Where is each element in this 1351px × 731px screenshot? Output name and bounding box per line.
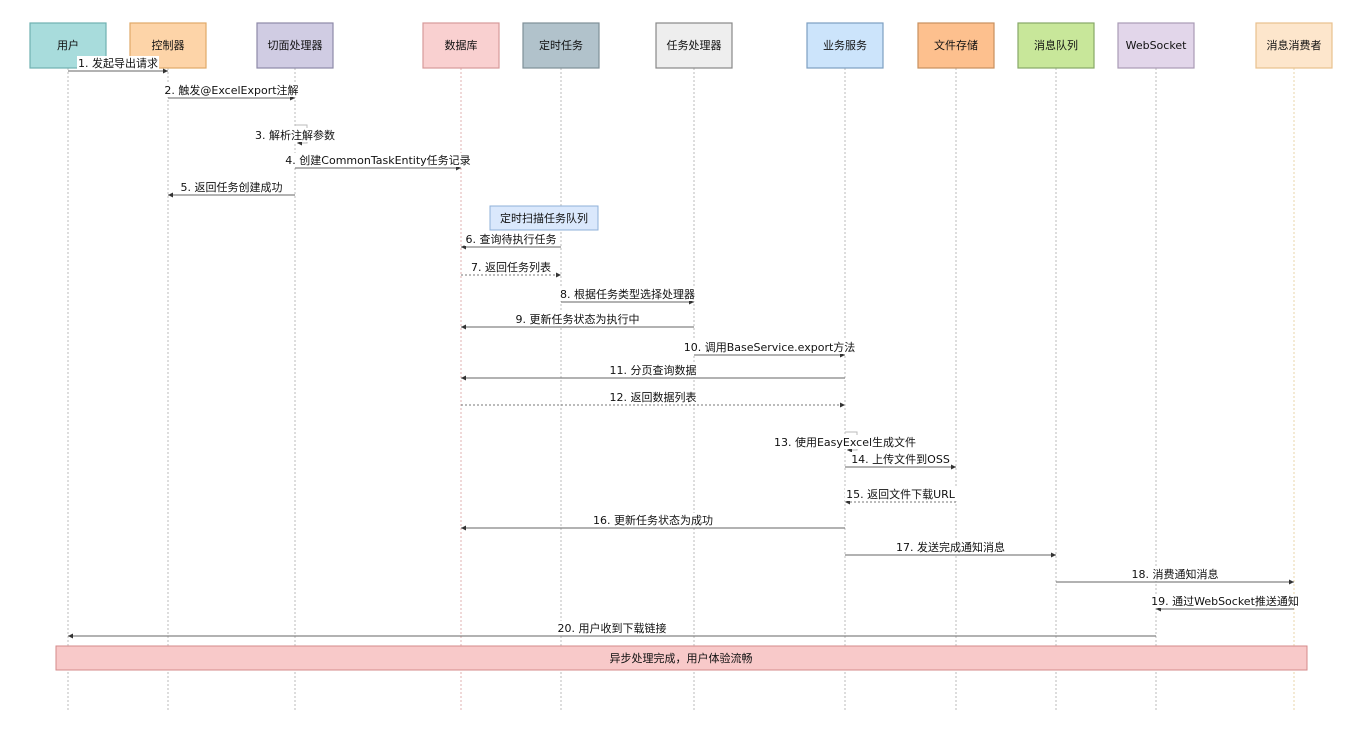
participant-label: 切面处理器 <box>268 39 323 52</box>
label-background <box>163 83 300 97</box>
message: 3. 解析注解参数 <box>254 124 336 146</box>
participant-label: 控制器 <box>152 38 185 52</box>
label-background <box>559 287 696 301</box>
participant-label: 任务处理器 <box>667 39 722 52</box>
participant[interactable]: 消息消费者 <box>1255 22 1333 69</box>
participant[interactable]: 文件存储 <box>917 22 995 69</box>
label-background <box>772 435 918 449</box>
message: 5. 返回任务创建成功 <box>168 180 295 198</box>
message: 16. 更新任务状态为成功 <box>461 513 845 531</box>
message: 11. 分页查询数据 <box>461 363 845 381</box>
message-label: 7. 返回任务列表 <box>471 260 551 274</box>
message-label: 8. 根据任务类型选择处理器 <box>560 287 695 301</box>
message-label: 20. 用户收到下载链接 <box>558 621 667 635</box>
message: 20. 用户收到下载链接 <box>68 621 1156 639</box>
label-background <box>179 180 284 194</box>
message-label: 16. 更新任务状态为成功 <box>593 513 713 527</box>
participant-label: 定时任务 <box>539 38 583 52</box>
label-background <box>470 260 552 274</box>
label-background <box>1130 567 1220 581</box>
message-label: 13. 使用EasyExcel生成文件 <box>774 435 916 449</box>
message: 12. 返回数据列表 <box>461 390 845 408</box>
participant-label: 用户 <box>57 38 79 52</box>
label-background <box>608 390 698 404</box>
label-background <box>556 621 668 635</box>
message-label: 11. 分页查询数据 <box>610 363 697 377</box>
message: 14. 上传文件到OSS <box>845 452 956 470</box>
participant-box <box>129 22 207 69</box>
participant[interactable]: 任务处理器 <box>655 22 733 69</box>
message: 1. 发起导出请求 <box>68 56 168 74</box>
participant-box <box>1117 22 1195 69</box>
label-background <box>845 487 957 501</box>
participant-box <box>422 22 500 69</box>
message: 2. 触发@ExcelExport注解 <box>163 83 300 101</box>
participant-label: 消息消费者 <box>1267 38 1322 52</box>
message-label: 12. 返回数据列表 <box>610 390 697 404</box>
label-background <box>850 452 951 466</box>
footer-note-label: 异步处理完成，用户体验流畅 <box>610 651 753 665</box>
message: 19. 通过WebSocket推送通知 <box>1150 594 1300 612</box>
message-label: 15. 返回文件下载URL <box>846 487 956 501</box>
message-label: 4. 创建CommonTaskEntity任务记录 <box>285 153 470 167</box>
note-box <box>489 205 599 231</box>
label-background <box>682 340 857 354</box>
message-label: 3. 解析注解参数 <box>255 128 335 142</box>
participant-box <box>1017 22 1095 69</box>
participant-label: 业务服务 <box>823 39 867 52</box>
message-label: 6. 查询待执行任务 <box>466 232 557 246</box>
participant-box <box>806 22 884 69</box>
message-label: 14. 上传文件到OSS <box>851 452 950 466</box>
message: 4. 创建CommonTaskEntity任务记录 <box>284 153 472 171</box>
label-background <box>464 232 558 246</box>
label-background <box>254 128 336 142</box>
participant-label: 文件存储 <box>934 38 978 52</box>
participant[interactable]: WebSocket <box>1117 22 1195 69</box>
message-label: 17. 发送完成通知消息 <box>896 540 1005 554</box>
label-background <box>592 513 714 527</box>
participant-box <box>655 22 733 69</box>
participant-box <box>522 22 600 69</box>
message-label: 10. 调用BaseService.export方法 <box>684 340 856 354</box>
message-label: 9. 更新任务状态为执行中 <box>516 312 640 326</box>
message-label: 1. 发起导出请求 <box>78 56 158 70</box>
label-background <box>895 540 1006 554</box>
message-label: 2. 触发@ExcelExport注解 <box>164 83 298 97</box>
participant-label: 消息队列 <box>1034 38 1078 52</box>
participant[interactable]: 定时任务 <box>522 22 600 69</box>
participant[interactable]: 消息队列 <box>1017 22 1095 69</box>
message: 15. 返回文件下载URL <box>845 487 957 505</box>
note-label: 定时扫描任务队列 <box>500 211 588 225</box>
message-label: 18. 消费通知消息 <box>1132 567 1219 581</box>
message-label: 5. 返回任务创建成功 <box>181 180 283 194</box>
message: 9. 更新任务状态为执行中 <box>461 312 694 330</box>
footer-note-box <box>55 645 1308 671</box>
label-background <box>284 153 472 167</box>
label-background <box>1150 594 1300 608</box>
participant-box <box>256 22 334 69</box>
message: 6. 查询待执行任务 <box>461 232 561 250</box>
label-background <box>608 363 698 377</box>
message-label: 19. 通过WebSocket推送通知 <box>1151 594 1299 608</box>
participant[interactable]: 控制器 <box>129 22 207 69</box>
participant[interactable]: 业务服务 <box>806 22 884 69</box>
participant[interactable]: 数据库 <box>422 22 500 69</box>
label-background <box>514 312 641 326</box>
participant-label: 数据库 <box>445 38 478 52</box>
message: 18. 消费通知消息 <box>1056 567 1294 585</box>
participant-box <box>1255 22 1333 69</box>
message: 10. 调用BaseService.export方法 <box>682 340 857 358</box>
message: 7. 返回任务列表 <box>461 260 561 278</box>
message: 13. 使用EasyExcel生成文件 <box>772 431 918 453</box>
participant-box <box>917 22 995 69</box>
label-background <box>77 56 159 70</box>
participant[interactable]: 切面处理器 <box>256 22 334 69</box>
message: 17. 发送完成通知消息 <box>845 540 1056 558</box>
message: 8. 根据任务类型选择处理器 <box>559 287 696 305</box>
participant-label: WebSocket <box>1126 39 1187 52</box>
